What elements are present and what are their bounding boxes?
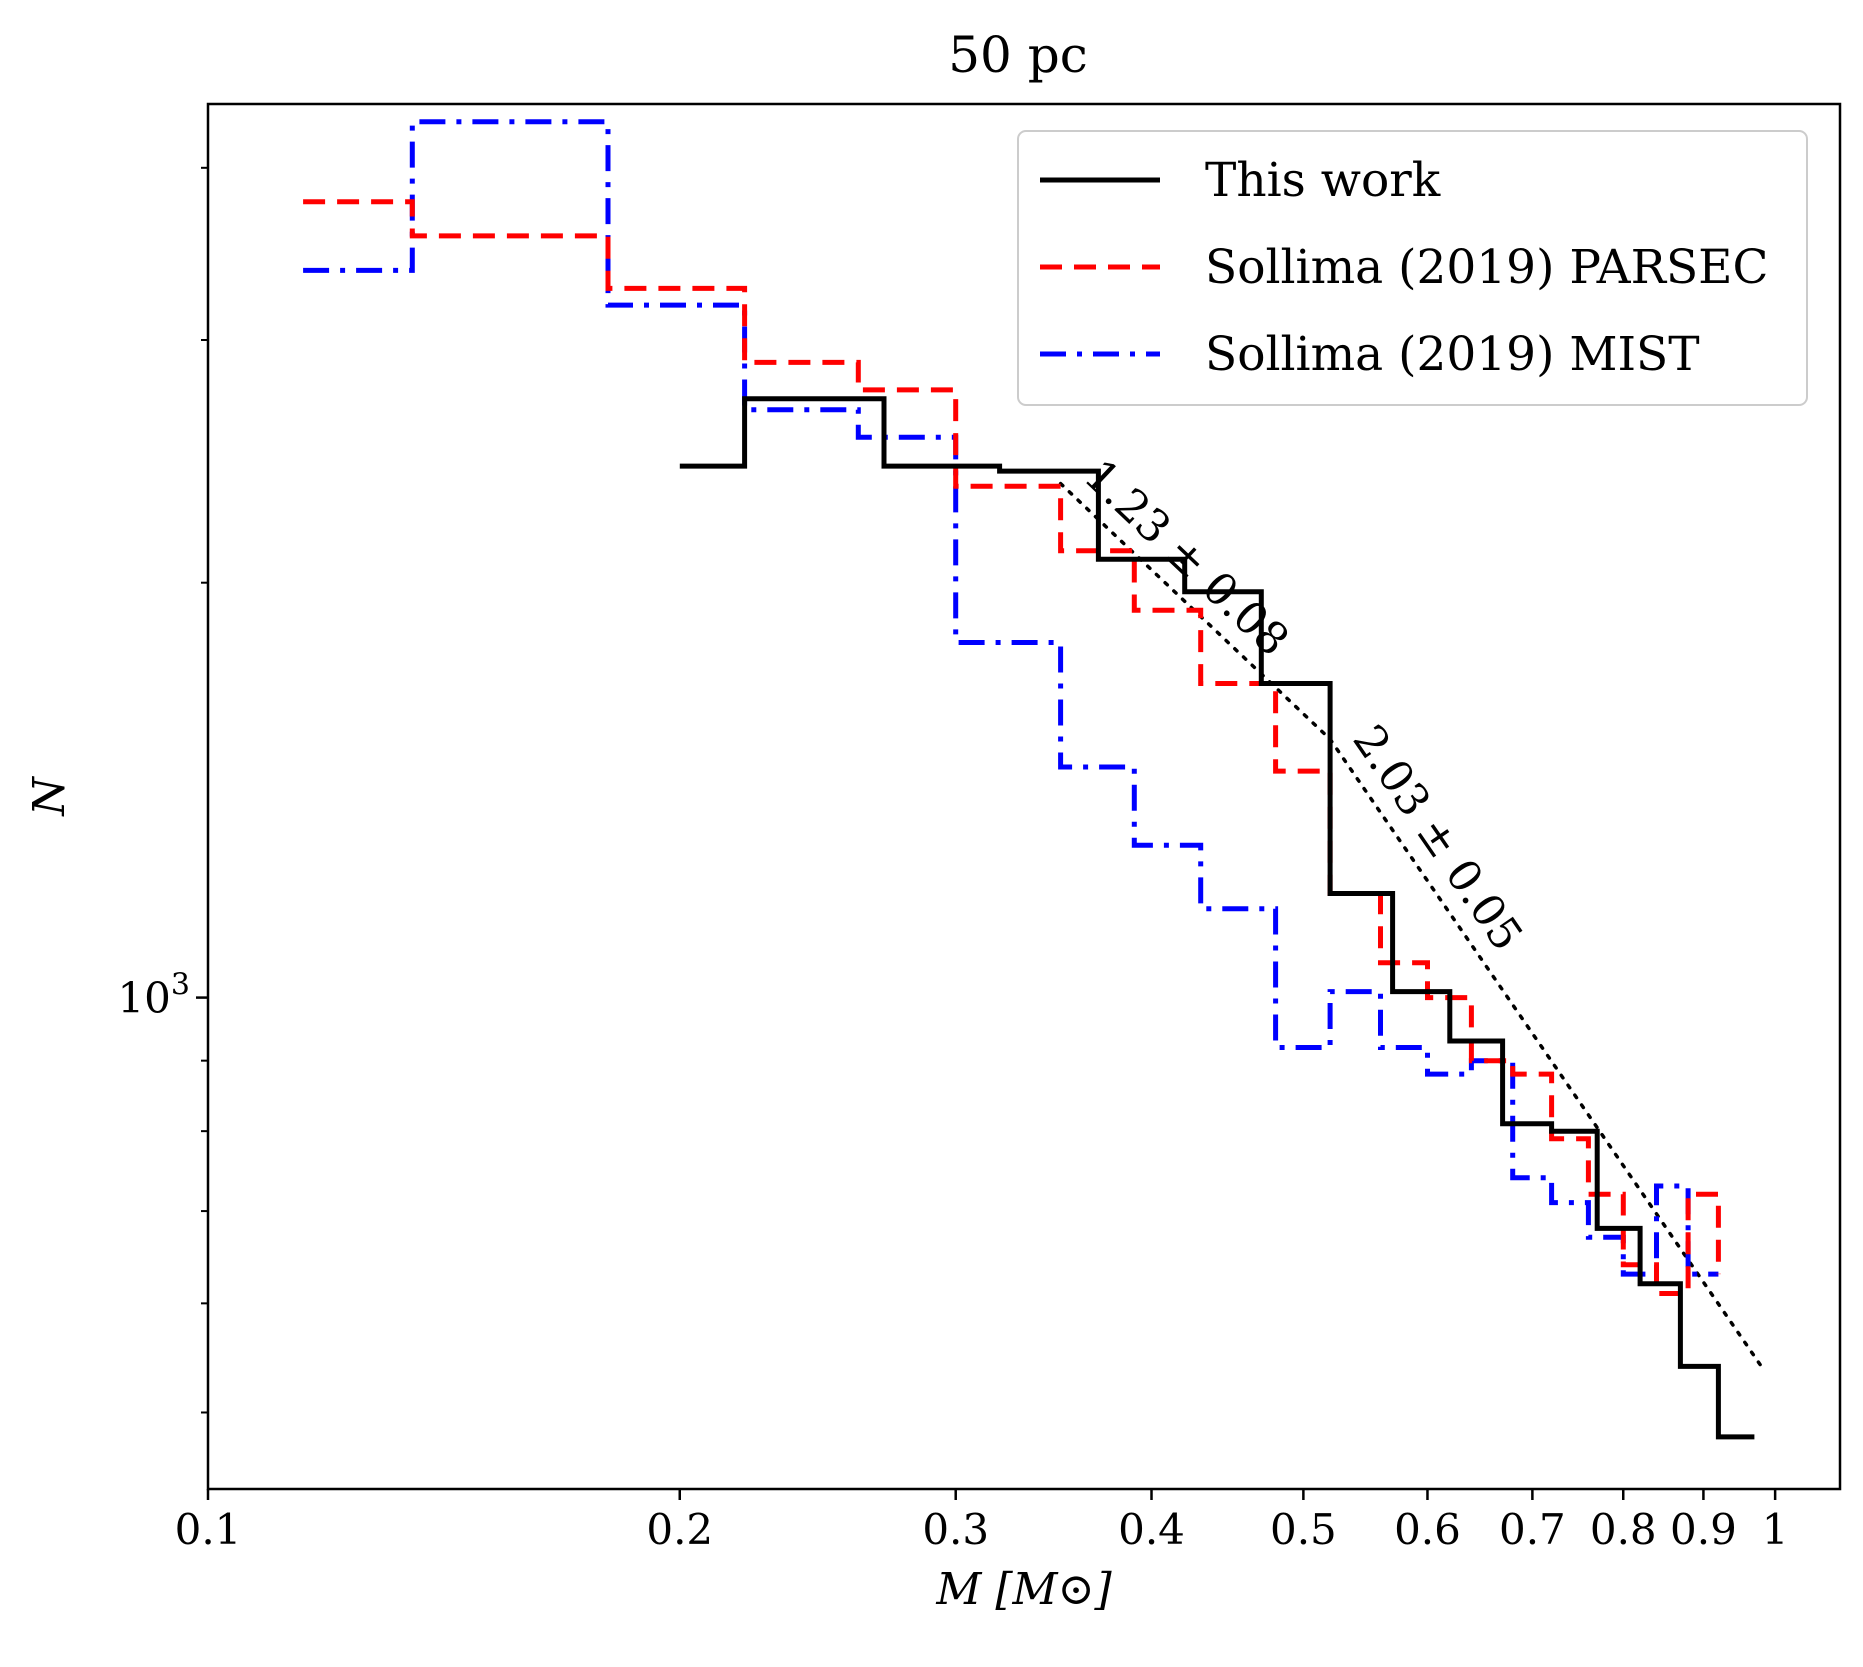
x-tick-label: 0.1: [175, 1505, 242, 1554]
series-lines: [303, 119, 1755, 1440]
x-tick-label: 0.6: [1394, 1505, 1461, 1554]
x-tick-label: 0.4: [1118, 1505, 1185, 1554]
axis-ticks: 0.1 0.2 0.3 0.4 0.5 0.6 0.7 0.8 0.9 1 103: [117, 166, 1789, 1554]
series-line: [303, 119, 1719, 1277]
legend-label: Sollima (2019) PARSEC: [1205, 240, 1768, 295]
legend-box: [1017, 130, 1808, 406]
plot-frame: [206, 102, 1842, 1491]
x-tick-label: 0.9: [1670, 1505, 1737, 1554]
legend-label: Sollima (2019) MIST: [1205, 327, 1700, 382]
fit-annotation: 2.03 ± 0.05: [1343, 716, 1533, 960]
x-tick-label: 0.8: [1590, 1505, 1657, 1554]
series-line: [679, 396, 1755, 1440]
y-axis-label: N: [24, 776, 75, 817]
chart-title: 50 pc: [948, 26, 1088, 84]
legend: This work Sollima (2019) PARSEC Sollima (2…: [1017, 130, 1808, 406]
x-axis-label: M [M⊙]: [935, 1564, 1112, 1615]
legend-label: This work: [1205, 153, 1441, 208]
y-tick-label: 103: [117, 968, 190, 1023]
x-tick-label: 1: [1762, 1505, 1789, 1554]
fit-annotations: 1.23 ± 0.082.03 ± 0.05: [1074, 450, 1532, 960]
fit-line: [1058, 481, 1332, 741]
x-tick-label: 0.3: [922, 1505, 989, 1554]
x-tick-label: 0.7: [1499, 1505, 1566, 1554]
x-tick-label: 0.5: [1270, 1505, 1337, 1554]
x-tick-label: 0.2: [646, 1505, 713, 1554]
